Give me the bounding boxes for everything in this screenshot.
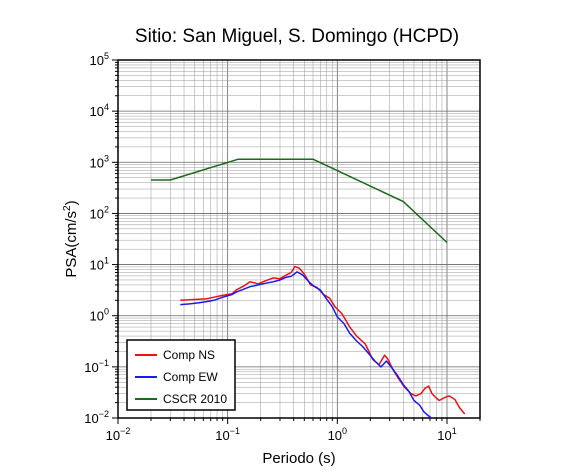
y-tick-label: 102	[90, 204, 109, 221]
x-tick-label-base: 10	[328, 428, 342, 443]
y-tick-label-base: 10	[84, 360, 98, 375]
y-tick-label: 103	[90, 153, 109, 170]
y-tick-label-exponent: 3	[104, 153, 109, 163]
x-tick-label-base: 10	[437, 428, 451, 443]
x-tick-label: 100	[328, 426, 347, 443]
y-tick-label-exponent: 5	[104, 51, 109, 61]
y-tick-label-base: 10	[90, 104, 104, 119]
series-line-2	[180, 271, 432, 419]
x-tick-label-base: 10	[215, 428, 229, 443]
x-tick-label-exponent: 1	[452, 426, 457, 436]
y-tick-label: 10−2	[84, 409, 109, 426]
x-tick-label-exponent: −1	[230, 426, 240, 436]
x-tick-label-exponent: −2	[120, 426, 130, 436]
legend-label: Comp NS	[163, 348, 215, 362]
legend-label: Comp EW	[163, 370, 218, 384]
plot-area	[117, 59, 481, 419]
y-tick-label-exponent: −2	[99, 409, 109, 419]
y-tick-label-exponent: −1	[99, 358, 109, 368]
chart-title: Sitio: San Miguel, S. Domingo (HCPD)	[135, 26, 459, 47]
x-axis-label: Periodo (s)	[262, 450, 335, 467]
y-tick-label: 105	[90, 51, 109, 68]
legend: Comp NS Comp EW CSCR 2010	[126, 339, 236, 411]
y-tick-label: 10−1	[84, 358, 109, 375]
y-tick-label-exponent: 1	[104, 256, 109, 266]
y-tick-label: 101	[90, 256, 109, 273]
series-line-3	[151, 158, 448, 244]
y-tick-label-exponent: 0	[104, 307, 109, 317]
x-tick-label-base: 10	[106, 428, 120, 443]
plot-frame	[117, 59, 481, 419]
x-tick-label: 10−1	[215, 426, 240, 443]
x-axis-ticks: 10−2 10−1 100 101	[106, 418, 481, 443]
y-tick-label: 100	[90, 307, 109, 324]
x-tick-label-exponent: 0	[342, 426, 347, 436]
y-axis-label-close: )	[63, 200, 80, 205]
y-tick-label-base: 10	[90, 206, 104, 221]
series-lines	[151, 158, 466, 419]
y-tick-label-exponent: 4	[104, 102, 109, 112]
y-axis-label: PSA(cm/s2)	[62, 200, 80, 277]
y-tick-label-base: 10	[84, 411, 98, 426]
x-tick-label: 101	[437, 426, 456, 443]
y-axis-label-main: PSA(cm/s	[63, 211, 80, 278]
x-tick-label: 10−2	[106, 426, 131, 443]
y-tick-label-base: 10	[90, 258, 104, 273]
plot-grid	[117, 59, 481, 419]
y-tick-label-base: 10	[90, 53, 104, 68]
y-axis-label-superscript: 2	[62, 205, 73, 211]
y-tick-label-base: 10	[90, 309, 104, 324]
y-tick-label-base: 10	[90, 155, 104, 170]
series-line-1	[180, 265, 466, 415]
legend-label: CSCR 2010	[163, 392, 227, 406]
y-tick-label: 104	[90, 102, 109, 119]
y-tick-label-exponent: 2	[104, 204, 109, 214]
